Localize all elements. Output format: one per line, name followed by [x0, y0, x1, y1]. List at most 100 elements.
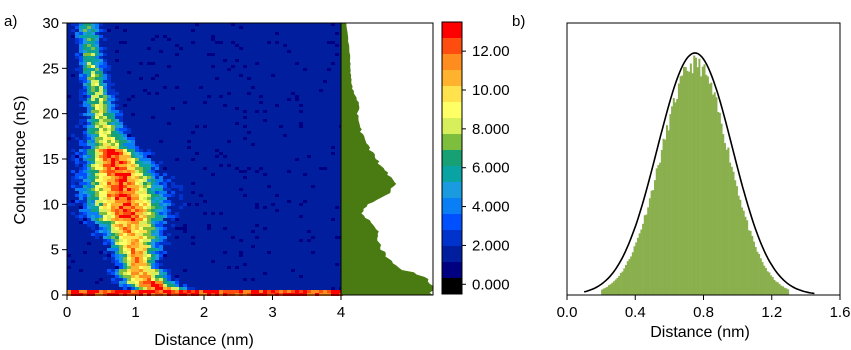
heatmap-cell: [95, 95, 99, 98]
heatmap-cell: [195, 23, 199, 26]
heatmap-cell: [155, 206, 159, 209]
heatmap-cell: [111, 206, 115, 209]
x-tick-label: 3: [268, 304, 276, 321]
x-tick-label: 0.8: [693, 304, 714, 321]
heatmap-cell: [171, 203, 175, 206]
heatmap-cell: [123, 224, 127, 227]
heatmap-cell: [111, 278, 115, 281]
heatmap-cell: [255, 113, 259, 116]
heatmap-cell: [115, 230, 119, 233]
heatmap-cell: [107, 80, 111, 83]
heatmap-cell: [127, 281, 131, 284]
heatmap-cell: [127, 170, 131, 173]
heatmap-cell: [283, 164, 287, 167]
heatmap-cell: [99, 125, 103, 128]
heatmap-cell: [83, 218, 87, 221]
heatmap-cell: [115, 113, 119, 116]
heatmap-cell: [311, 236, 315, 239]
heatmap-cell: [183, 224, 187, 227]
x-tick-label: 0.4: [625, 304, 646, 321]
heatmap-cell: [191, 194, 195, 197]
heatmap-cell: [95, 221, 99, 224]
heatmap-cell: [151, 200, 155, 203]
heatmap-cell: [159, 158, 163, 161]
heatmap-cell: [203, 236, 207, 239]
heatmap-cell: [323, 71, 327, 74]
heatmap-cell: [223, 32, 227, 35]
heatmap-cell: [83, 212, 87, 215]
heatmap-cell: [171, 212, 175, 215]
colorbar-tick-label: 4.000: [472, 199, 510, 216]
histogram-bar: [713, 92, 716, 295]
heatmap-cell: [167, 194, 171, 197]
heatmap-cell: [79, 35, 83, 38]
heatmap-cell: [131, 209, 135, 212]
heatmap-cell: [119, 134, 123, 137]
heatmap-cell: [103, 233, 107, 236]
colorbar-swatch: [442, 54, 462, 71]
heatmap-cell: [79, 203, 83, 206]
heatmap-cell: [107, 215, 111, 218]
histogram-bar: [780, 285, 783, 295]
heatmap-cell: [135, 245, 139, 248]
heatmap-cell: [303, 122, 307, 125]
heatmap-cell: [103, 62, 107, 65]
heatmap-cell: [155, 221, 159, 224]
heatmap-cell: [323, 23, 327, 26]
heatmap-cell: [115, 269, 119, 272]
heatmap-cell: [87, 158, 91, 161]
heatmap-cell: [259, 125, 263, 128]
heatmap-cell: [163, 65, 167, 68]
heatmap-cell: [91, 125, 95, 128]
heatmap-cell: [99, 230, 103, 233]
heatmap-cell: [95, 44, 99, 47]
heatmap-cell: [103, 290, 107, 293]
heatmap-cell: [119, 146, 123, 149]
heatmap-cell: [91, 71, 95, 74]
histogram-bar: [706, 76, 709, 295]
heatmap-cell: [119, 80, 123, 83]
heatmap-cell: [335, 221, 339, 224]
heatmap-cell: [295, 272, 299, 275]
heatmap-cell: [115, 224, 119, 227]
heatmap-cell: [215, 77, 219, 80]
heatmap-cell: [191, 137, 195, 140]
heatmap-cell: [171, 68, 175, 71]
heatmap-cell: [327, 218, 331, 221]
heatmap-cell: [147, 104, 151, 107]
histogram-bar: [662, 138, 665, 295]
heatmap-cell: [219, 164, 223, 167]
heatmap-cell: [143, 131, 147, 134]
heatmap-cell: [235, 92, 239, 95]
heatmap-cell: [147, 269, 151, 272]
heatmap-cell: [155, 35, 159, 38]
heatmap-cell: [171, 89, 175, 92]
heatmap-cell: [135, 266, 139, 269]
heatmap-cell: [79, 209, 83, 212]
heatmap-cell: [87, 146, 91, 149]
heatmap-cell: [99, 110, 103, 113]
heatmap-cell: [287, 104, 291, 107]
heatmap-cell: [99, 35, 103, 38]
heatmap-cell: [135, 194, 139, 197]
heatmap-cell: [103, 86, 107, 89]
heatmap-cell: [235, 98, 239, 101]
heatmap-cell: [111, 164, 115, 167]
heatmap-cell: [139, 266, 143, 269]
heatmap-cell: [135, 185, 139, 188]
heatmap-cell: [131, 182, 135, 185]
heatmap-cell: [139, 242, 143, 245]
heatmap-cell: [83, 185, 87, 188]
heatmap-cell: [115, 116, 119, 119]
heatmap-cell: [83, 182, 87, 185]
heatmap-cell: [103, 92, 107, 95]
heatmap-cell: [247, 92, 251, 95]
heatmap-cell: [335, 53, 339, 56]
histogram-bar: [619, 272, 622, 295]
heatmap-cell: [131, 113, 135, 116]
heatmap-cell: [99, 182, 103, 185]
heatmap-cell: [87, 86, 91, 89]
heatmap-cell: [191, 41, 195, 44]
heatmap-cell: [263, 125, 267, 128]
panel-b-label: b): [512, 13, 525, 30]
